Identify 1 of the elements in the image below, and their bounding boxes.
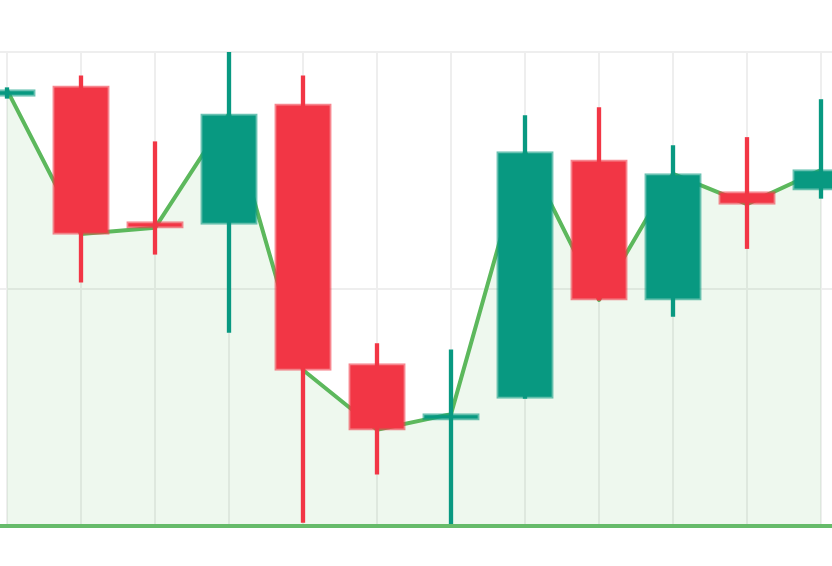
- candlestick: [125, 141, 183, 255]
